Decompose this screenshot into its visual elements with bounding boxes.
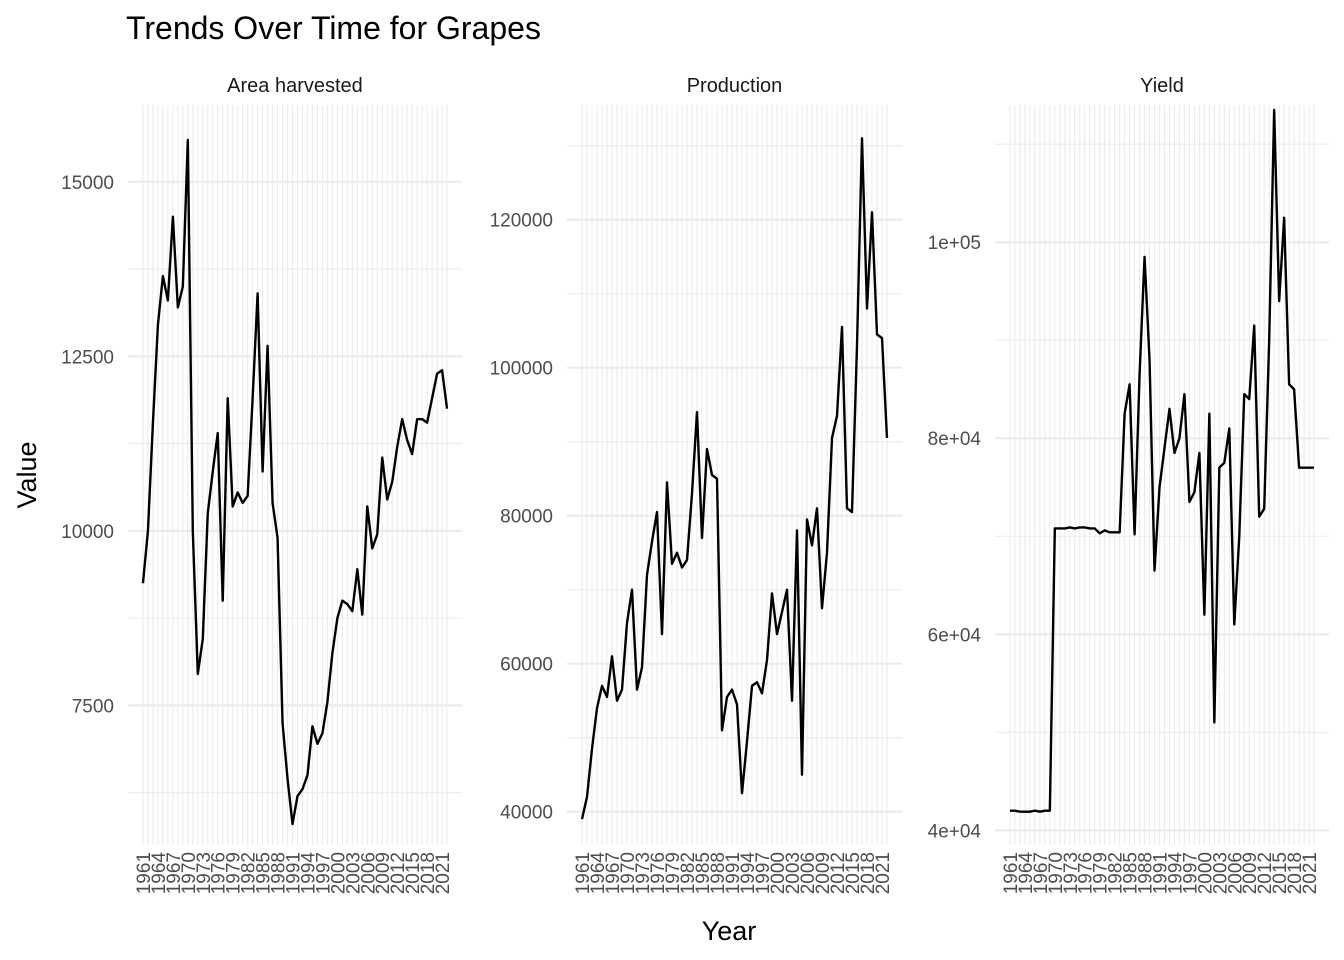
y-tick-label: 8e+04 xyxy=(928,429,982,450)
facet-title: Area harvested xyxy=(227,75,363,97)
x-tick-label: 1979 xyxy=(1091,852,1112,894)
x-tick-label: 1988 xyxy=(708,852,729,894)
x-tick-label: 2012 xyxy=(828,852,849,894)
y-tick-label: 40000 xyxy=(500,803,553,824)
x-tick-label: 1988 xyxy=(269,852,290,894)
x-tick-label: 2015 xyxy=(843,852,864,894)
y-tick-label: 7500 xyxy=(72,696,114,717)
x-tick-label: 1991 xyxy=(1151,852,1172,894)
x-tick-label: 1976 xyxy=(648,852,669,894)
x-tick-label: 2021 xyxy=(1300,852,1321,894)
x-tick-label: 1988 xyxy=(1136,852,1157,894)
x-tick-label: 2009 xyxy=(813,852,834,894)
x-tick-label: 2021 xyxy=(433,852,454,894)
x-tick-label: 2000 xyxy=(1195,852,1216,894)
x-tick-label: 1973 xyxy=(1061,852,1082,894)
x-tick-label: 1961 xyxy=(1001,852,1022,894)
x-tick-label: 1967 xyxy=(603,852,624,894)
x-tick-label: 1976 xyxy=(1076,852,1097,894)
series-line xyxy=(580,137,889,820)
x-tick-label: 1961 xyxy=(573,852,594,894)
x-tick-label: 2006 xyxy=(798,852,819,894)
x-tick-label: 1970 xyxy=(179,852,200,894)
facet-panel: 40000 60000 80000 100000 120000 Production 196… xyxy=(490,75,902,894)
x-tick-label: 1967 xyxy=(164,852,185,894)
x-tick-label: 2018 xyxy=(1285,852,1306,894)
y-tick-label: 15000 xyxy=(61,173,114,194)
x-tick-label: 1964 xyxy=(149,852,170,895)
x-tick-label: 1982 xyxy=(1106,852,1127,894)
facet-title: Production xyxy=(687,75,783,97)
x-tick-label: 1979 xyxy=(663,852,684,894)
x-tick-label: 1991 xyxy=(284,852,305,894)
y-axis-title: Value xyxy=(12,441,42,508)
y-tick-label: 100000 xyxy=(490,359,553,380)
x-tick-label: 1964 xyxy=(1016,852,1037,895)
x-tick-label: 1973 xyxy=(633,852,654,894)
y-tick-label: 120000 xyxy=(490,211,553,232)
y-tick-label: 6e+04 xyxy=(928,625,982,646)
y-tick-label: 1e+05 xyxy=(928,233,981,254)
x-tick-label: 2015 xyxy=(1270,852,1291,894)
x-tick-label: 1970 xyxy=(1046,852,1067,894)
x-tick-label: 1994 xyxy=(738,852,759,895)
x-tick-label: 2000 xyxy=(768,852,789,894)
x-tick-label: 2018 xyxy=(418,852,439,894)
x-tick-label: 1973 xyxy=(194,852,215,894)
x-tick-label: 2006 xyxy=(358,852,379,894)
x-tick-label: 2021 xyxy=(873,852,894,894)
x-tick-label: 1997 xyxy=(313,852,334,894)
x-tick-label: 1991 xyxy=(723,852,744,894)
x-tick-label: 1985 xyxy=(254,852,275,894)
x-tick-label: 2009 xyxy=(1240,852,1261,894)
x-tick-label: 1982 xyxy=(239,852,260,894)
x-tick-label: 1967 xyxy=(1031,852,1052,894)
x-tick-label: 2006 xyxy=(1225,852,1246,894)
x-tick-label: 1964 xyxy=(588,852,609,895)
y-tick-label: 12500 xyxy=(61,347,114,368)
x-tick-label: 1976 xyxy=(209,852,230,894)
x-tick-label: 2003 xyxy=(1210,852,1231,894)
x-tick-label: 2015 xyxy=(403,852,424,894)
x-tick-label: 2009 xyxy=(373,852,394,894)
x-tick-label: 2012 xyxy=(1255,852,1276,894)
x-tick-label: 1970 xyxy=(618,852,639,894)
facet-title: Yield xyxy=(1140,75,1184,97)
y-tick-label: 10000 xyxy=(61,522,114,543)
facet-panel: 4e+046e+048e+041e+05Yield196119641967197… xyxy=(928,75,1329,894)
chart-title: Trends Over Time for Grapes xyxy=(126,10,541,46)
x-tick-label: 1994 xyxy=(298,852,319,895)
x-tick-label: 2003 xyxy=(783,852,804,894)
y-tick-label: 80000 xyxy=(500,507,553,528)
x-tick-label: 1997 xyxy=(753,852,774,894)
x-tick-label: 1985 xyxy=(693,852,714,894)
x-tick-label: 1982 xyxy=(678,852,699,894)
x-tick-label: 1961 xyxy=(134,852,155,894)
x-tick-label: 1979 xyxy=(224,852,245,894)
x-tick-label: 1994 xyxy=(1165,852,1186,895)
x-tick-label: 2000 xyxy=(328,852,349,894)
y-tick-label: 60000 xyxy=(500,655,553,676)
x-tick-label: 1985 xyxy=(1121,852,1142,894)
x-tick-label: 2012 xyxy=(388,852,409,894)
x-axis-title: Year xyxy=(702,916,757,946)
x-tick-label: 2018 xyxy=(858,852,879,894)
series-line xyxy=(141,138,449,826)
y-tick-label: 4e+04 xyxy=(928,821,982,842)
x-tick-label: 1997 xyxy=(1180,852,1201,894)
series-line xyxy=(1009,108,1315,813)
x-tick-label: 2003 xyxy=(343,852,364,894)
